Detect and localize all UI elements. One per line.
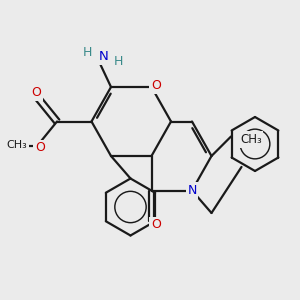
Text: O: O (35, 141, 45, 154)
Text: CH₃: CH₃ (240, 133, 262, 146)
Text: H: H (114, 55, 123, 68)
Text: O: O (151, 79, 161, 92)
Text: methyl: methyl (14, 145, 19, 146)
Text: O: O (31, 86, 41, 100)
Text: CH₃: CH₃ (6, 140, 27, 151)
Text: N: N (187, 184, 197, 197)
Text: N: N (99, 50, 108, 64)
Text: H: H (82, 46, 92, 59)
Text: O: O (151, 218, 161, 232)
